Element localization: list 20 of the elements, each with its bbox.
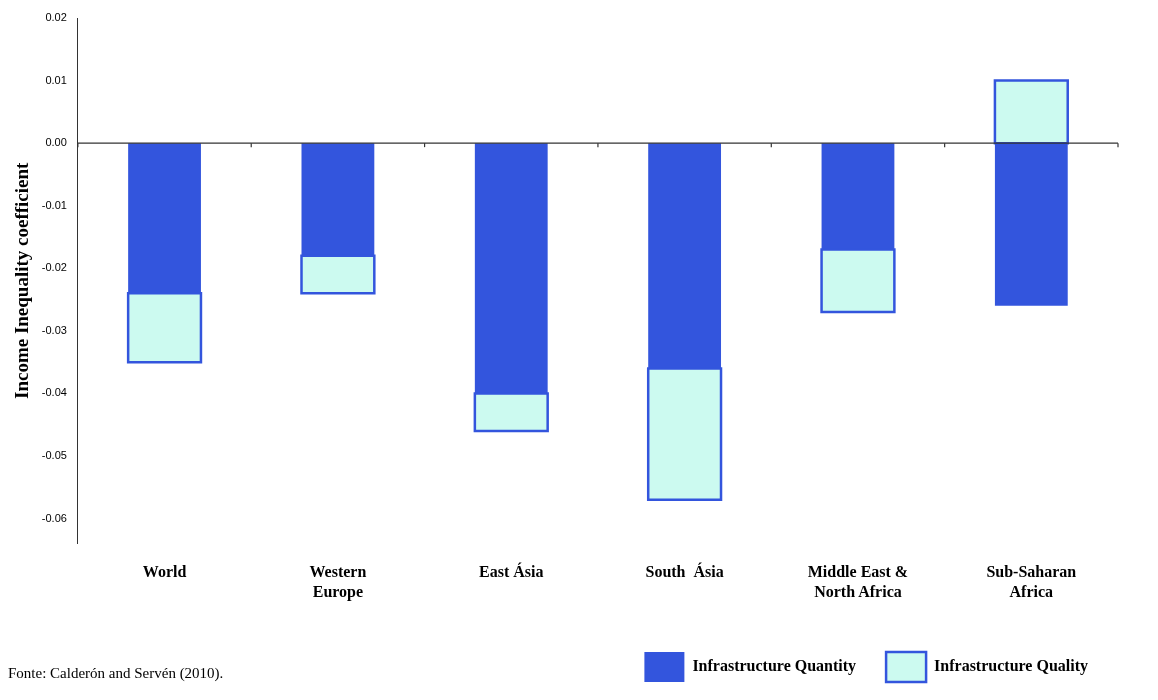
source-note: Fonte: Calderón and Servén (2010).	[8, 665, 224, 682]
bar	[994, 143, 1068, 306]
x-tick-label: South Ásia	[645, 562, 724, 581]
y-tick-label: -0.05	[41, 449, 67, 462]
y-tick-label: 0.00	[45, 136, 67, 149]
x-tick-label: Middle East & North Africa	[807, 563, 909, 600]
x-tick-label: East Ásia	[479, 562, 544, 581]
y-tick-label: 0.02	[45, 11, 67, 24]
x-tick-label: Western Europe	[309, 563, 367, 601]
x-tick-label: Sub-Saharan Africa	[986, 563, 1077, 600]
y-tick-label: -0.01	[41, 198, 67, 211]
legend-label: Infrastructure Quality	[934, 657, 1089, 676]
legend-label: Infrastructure Quantity	[692, 657, 857, 676]
y-tick-label: -0.03	[41, 323, 67, 336]
x-tick-label: World	[142, 563, 187, 581]
y-tick-label: 0.01	[45, 73, 67, 86]
y-tick-label: -0.02	[41, 261, 67, 274]
y-axis-title: Income Inequality coefficient	[11, 161, 33, 399]
y-tick-label: -0.06	[41, 511, 67, 524]
y-tick-label: -0.04	[41, 386, 67, 399]
